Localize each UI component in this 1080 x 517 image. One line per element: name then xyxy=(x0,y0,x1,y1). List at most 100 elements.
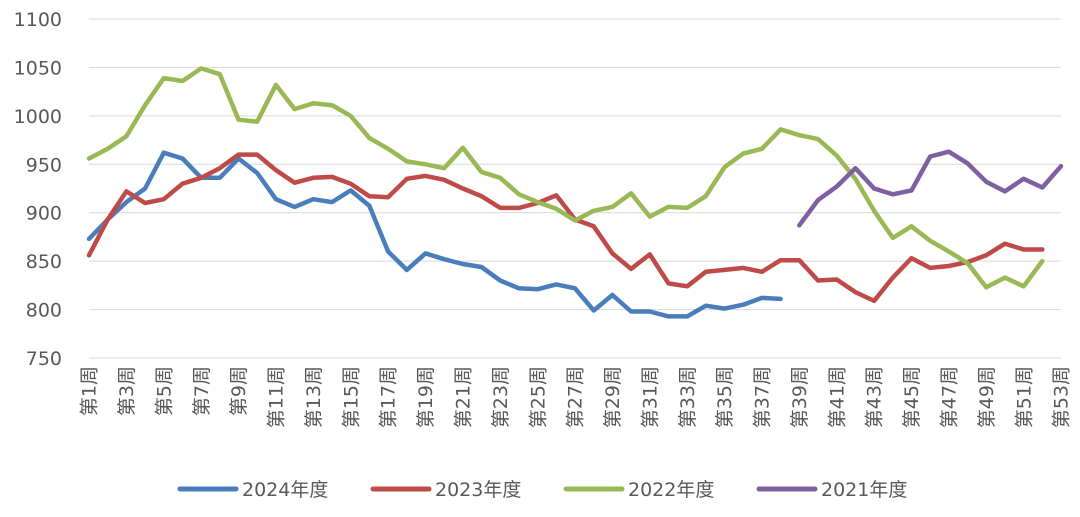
legend-label: 2024年度 xyxy=(242,479,328,501)
data-point xyxy=(1041,248,1044,251)
data-point xyxy=(1003,276,1007,279)
series-line-3 xyxy=(797,149,1064,228)
data-point xyxy=(779,259,782,262)
data-point xyxy=(555,194,558,197)
series-line-2 xyxy=(86,66,1045,290)
data-point xyxy=(760,147,764,150)
data-point xyxy=(256,153,259,156)
data-point xyxy=(536,200,539,204)
data-point xyxy=(947,264,950,268)
data-point xyxy=(835,154,838,157)
data-point xyxy=(330,104,334,107)
data-point xyxy=(723,307,726,310)
data-point xyxy=(854,167,857,170)
data-point xyxy=(330,175,334,179)
data-point xyxy=(929,155,932,158)
data-point xyxy=(443,178,446,181)
x-tick-label: 第43周 xyxy=(864,366,886,428)
data-point xyxy=(910,225,913,228)
data-point xyxy=(947,250,950,253)
data-point xyxy=(237,118,240,121)
x-tick-label: 第41周 xyxy=(826,366,848,428)
data-point xyxy=(443,167,446,170)
data-point xyxy=(517,193,521,196)
data-point xyxy=(929,239,932,242)
data-point xyxy=(629,267,633,271)
data-point xyxy=(499,206,502,210)
data-point xyxy=(218,73,221,76)
data-point xyxy=(1003,242,1007,245)
data-point xyxy=(798,134,801,137)
x-tick-label: 第49周 xyxy=(976,366,998,428)
y-tick-label: 950 xyxy=(26,154,62,176)
data-point xyxy=(106,218,109,221)
data-point xyxy=(891,193,894,196)
data-point xyxy=(854,177,857,180)
data-point xyxy=(237,153,240,156)
x-tick-label: 第13周 xyxy=(303,366,325,428)
data-point xyxy=(667,205,670,209)
data-point xyxy=(704,195,707,198)
data-point xyxy=(1022,285,1025,288)
data-point xyxy=(293,181,296,184)
x-tick-label: 第33周 xyxy=(677,366,699,428)
x-tick-label: 第35周 xyxy=(714,366,736,428)
data-point xyxy=(424,252,427,255)
data-point xyxy=(499,176,502,179)
y-tick-label: 1100 xyxy=(14,9,62,31)
data-point xyxy=(947,150,950,153)
x-tick-label: 第47周 xyxy=(938,366,960,428)
data-point xyxy=(629,310,633,313)
data-point xyxy=(162,76,165,80)
x-tick-label: 第45周 xyxy=(901,366,923,428)
data-point xyxy=(611,252,614,255)
x-tick-label: 第25周 xyxy=(527,366,549,428)
data-point xyxy=(835,185,838,188)
data-point xyxy=(499,279,502,282)
data-point xyxy=(704,270,707,273)
data-point xyxy=(386,250,390,253)
data-point xyxy=(742,152,745,155)
data-point xyxy=(891,236,894,240)
data-point xyxy=(555,207,558,210)
x-tick-label: 第19周 xyxy=(415,366,437,428)
data-point xyxy=(985,286,988,289)
data-point xyxy=(106,147,109,150)
data-point xyxy=(461,146,464,149)
data-point xyxy=(1003,190,1007,193)
x-axis: 第1周 第3周 第5周 第7周 第9周 第11周 第13周 第15周 第17周 第19周 第21周第… xyxy=(79,366,1073,428)
data-point xyxy=(667,315,670,318)
x-tick-label: 第3周 xyxy=(116,366,138,416)
data-point xyxy=(256,171,259,175)
data-point xyxy=(125,190,128,193)
data-point xyxy=(592,209,595,212)
y-tick-label: 1050 xyxy=(14,57,62,79)
data-point xyxy=(274,168,278,172)
y-tick-label: 800 xyxy=(26,300,62,322)
data-point xyxy=(386,196,390,199)
data-point xyxy=(872,299,876,303)
data-point xyxy=(966,261,969,265)
data-point xyxy=(872,209,876,212)
x-tick-label: 第11周 xyxy=(266,366,288,428)
data-point xyxy=(1041,186,1044,189)
data-point xyxy=(368,195,371,198)
y-tick-label: 850 xyxy=(26,251,62,273)
data-point xyxy=(798,259,801,262)
x-tick-label: 第15周 xyxy=(340,366,362,428)
data-point xyxy=(592,309,595,312)
x-tick-label: 第21周 xyxy=(452,366,474,428)
data-point xyxy=(480,265,483,269)
data-point xyxy=(143,104,147,107)
data-point xyxy=(667,282,670,285)
x-tick-label: 第31周 xyxy=(639,366,661,428)
data-point xyxy=(779,128,782,131)
data-point xyxy=(555,283,558,286)
data-point xyxy=(891,276,894,279)
data-point xyxy=(611,293,614,297)
data-point xyxy=(330,200,334,204)
data-point xyxy=(443,258,446,261)
data-point xyxy=(461,262,464,266)
data-point xyxy=(517,287,521,290)
